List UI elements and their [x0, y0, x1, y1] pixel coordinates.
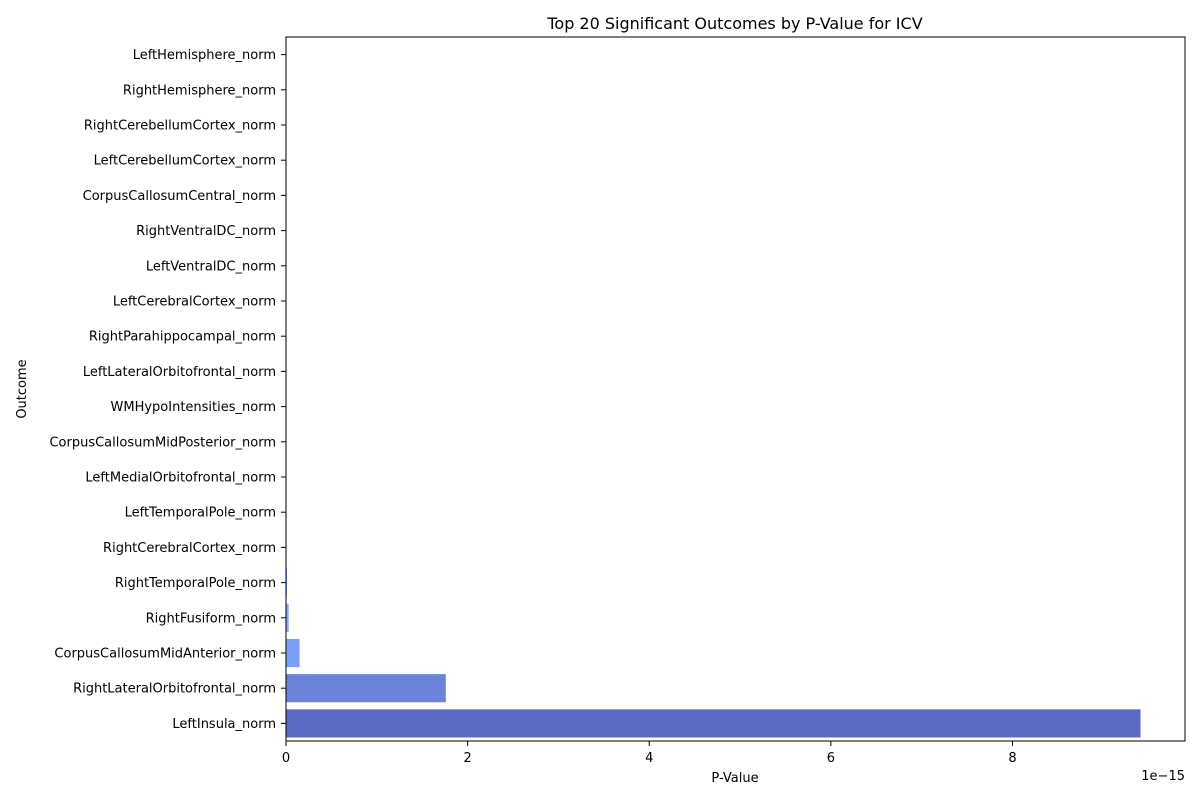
x-axis-scale-label: 1e−15 [1141, 769, 1185, 784]
category-labels: LeftHemisphere_norm RightHemisphere_norm R… [49, 48, 286, 732]
category-label: LeftVentralDC_norm [146, 259, 276, 274]
plot-frame [285, 36, 1186, 742]
category-label: RightCerebralCortex_norm [103, 541, 276, 556]
category-label: CorpusCallosumMidPosterior_norm [49, 435, 276, 450]
category-label: RightHemisphere_norm [123, 83, 276, 98]
x-axis-ticks: 0 2 4 6 8 [282, 741, 1017, 766]
bar [286, 603, 289, 632]
category-label: LeftTemporalPole_norm [125, 506, 276, 521]
category-label: RightParahippocampal_norm [89, 330, 276, 345]
bar [286, 674, 446, 703]
x-tick-label: 6 [827, 751, 835, 766]
x-tick-label: 2 [463, 751, 471, 766]
category-label: LeftMedialOrbitofrontal_norm [85, 471, 276, 486]
category-label: RightLateralOrbitofrontal_norm [73, 682, 276, 697]
category-label: WMHypoIntensities_norm [111, 400, 277, 415]
category-label: RightVentralDC_norm [136, 224, 276, 239]
y-axis-label: Outcome [15, 359, 30, 418]
x-tick-label: 8 [1008, 751, 1016, 766]
category-label: LeftCerebralCortex_norm [113, 295, 276, 310]
x-tick-label: 4 [645, 751, 653, 766]
category-label: LeftInsula_norm [172, 717, 276, 732]
x-axis-label: P-Value [711, 771, 758, 786]
category-label: LeftLateralOrbitofrontal_norm [83, 365, 276, 380]
bars-layer [286, 462, 1141, 738]
category-label: CorpusCallosumMidAnterior_norm [54, 647, 276, 662]
chart-title: Top 20 Significant Outcomes by P-Value f… [546, 14, 922, 33]
bar [286, 709, 1141, 738]
category-label: LeftHemisphere_norm [133, 48, 276, 63]
category-label: CorpusCallosumCentral_norm [83, 189, 276, 204]
category-label: LeftCerebellumCortex_norm [94, 154, 276, 169]
x-tick-label: 0 [282, 751, 290, 766]
category-label: RightCerebellumCortex_norm [84, 119, 276, 134]
category-label: RightFusiform_norm [146, 611, 276, 626]
bar [286, 638, 300, 668]
category-label: RightTemporalPole_norm [115, 576, 276, 591]
